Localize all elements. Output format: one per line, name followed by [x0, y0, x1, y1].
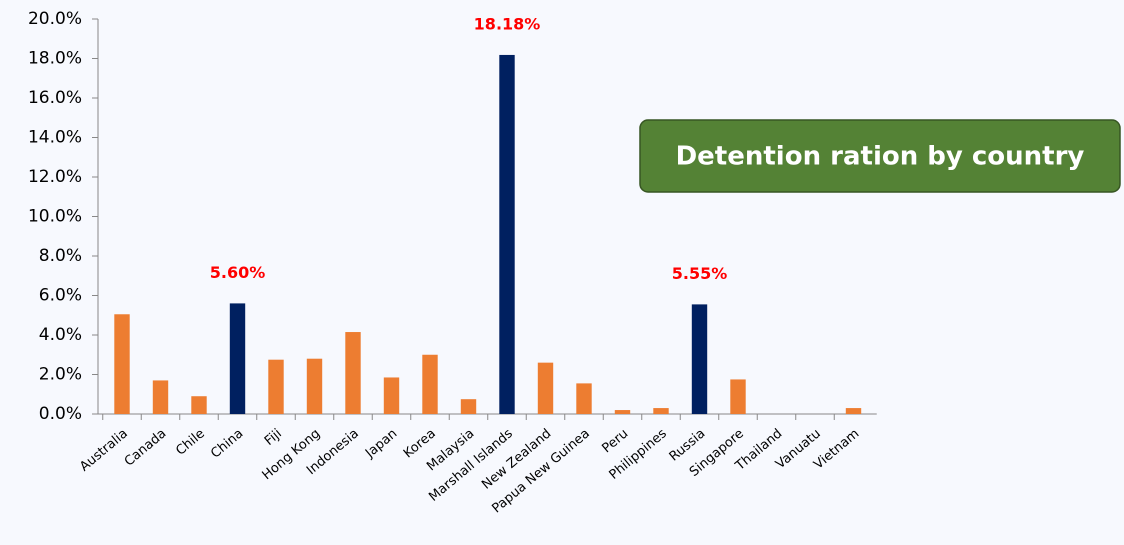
y-tick-label: 10.0% [28, 207, 82, 227]
x-tick-label: Chile [173, 426, 208, 458]
bar [499, 54, 515, 414]
x-tick-label: Australia [77, 426, 131, 474]
bar [422, 354, 438, 414]
bar [152, 380, 169, 414]
bar [114, 314, 130, 414]
title-box [639, 119, 1121, 193]
x-tick-label: Peru [599, 426, 631, 456]
bar [691, 304, 708, 414]
bar [345, 332, 361, 414]
y-tick-label: 14.0% [28, 128, 82, 148]
bar [383, 377, 400, 414]
y-tick-label: 6.0% [39, 286, 82, 306]
data-label: 18.18% [474, 14, 541, 33]
y-tick-label: 0.0% [39, 404, 82, 424]
bar [653, 408, 669, 414]
y-tick-label: 4.0% [39, 325, 82, 345]
data-label: 5.60% [210, 263, 266, 282]
x-tick-label: China [208, 426, 246, 461]
bar [229, 303, 246, 414]
bar [614, 410, 631, 414]
bar [730, 379, 746, 414]
bar [460, 399, 477, 414]
y-tick-label: 16.0% [28, 88, 82, 108]
bar [306, 358, 323, 414]
x-tick-label: Canada [122, 426, 170, 469]
y-tick-label: 18.0% [28, 49, 82, 69]
y-tick-label: 2.0% [39, 365, 82, 385]
y-tick-label: 12.0% [28, 167, 82, 187]
bar [191, 396, 207, 414]
bar [845, 408, 862, 414]
bar [576, 383, 592, 414]
data-label: 5.55% [672, 264, 728, 283]
y-tick-label: 8.0% [39, 246, 82, 266]
x-tick-label: Japan [362, 426, 400, 461]
y-tick-label: 20.0% [28, 9, 82, 29]
bar [537, 362, 554, 414]
x-tick-label: Fiji [262, 426, 285, 449]
bar [268, 359, 284, 414]
chart-title: Detention ration by country [676, 142, 1085, 172]
